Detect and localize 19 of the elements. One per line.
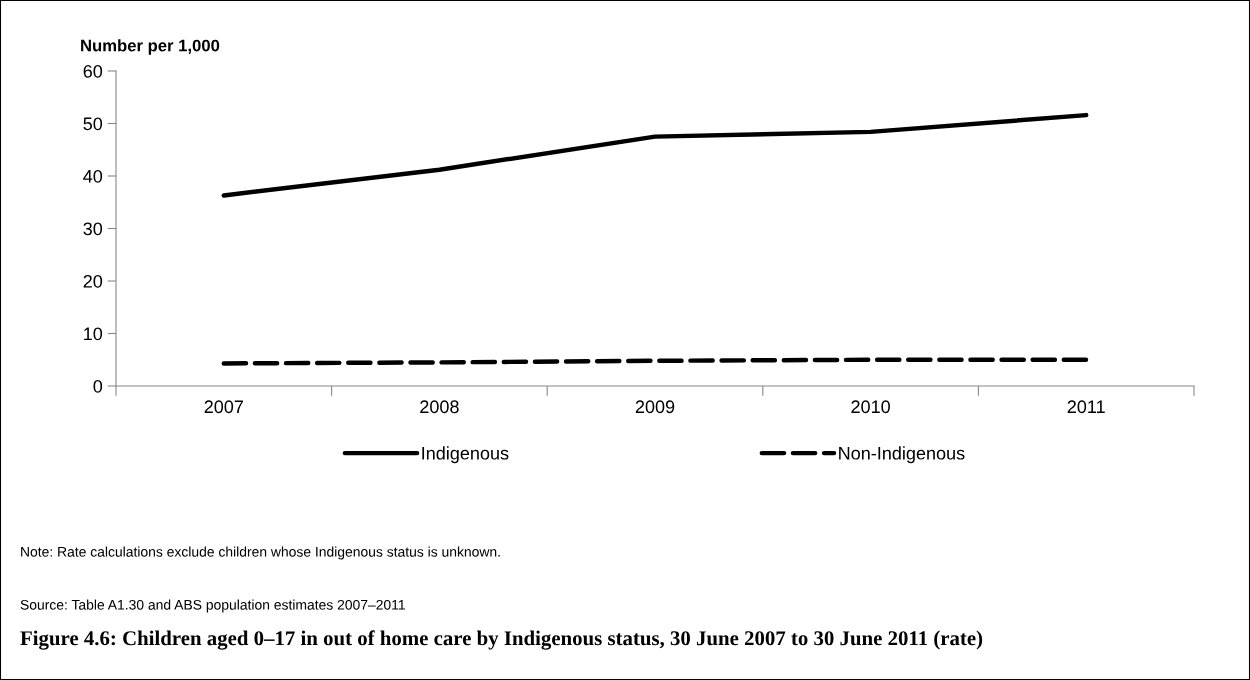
x-tick-label: 2008 <box>420 400 459 414</box>
y-tick-label: 50 <box>83 117 103 131</box>
legend-label: Indigenous <box>422 446 509 464</box>
y-tick-label: 30 <box>83 222 103 236</box>
source-note: Source: Table A1.30 and ABS population estimates 2007–2011 <box>20 599 405 613</box>
legend-label: Non-Indigenous <box>839 446 965 464</box>
y-tick-label: 0 <box>93 379 103 393</box>
y-tick-label: 20 <box>83 274 103 288</box>
x-tick-label: 2007 <box>204 400 243 414</box>
line-series <box>221 112 1089 198</box>
y-tick-label: 60 <box>83 64 103 78</box>
x-tick-label: 2010 <box>851 400 890 414</box>
text: Figure 4.6: Children aged 0–17 in out of home care by Indigenous status, 30 June 2007 to 30 June 2011 (rate) <box>20 630 983 650</box>
y-tick-label: 10 <box>84 327 103 341</box>
x-tick-label: 2009 <box>635 400 675 414</box>
y-tick-label: 40 <box>83 169 103 183</box>
y-axis-title: Number per 1,000 <box>81 39 220 55</box>
text: Note: Rate calculations exclude children whose Indigenous status is unknown. <box>21 546 500 560</box>
x-tick-label: 2011 <box>1067 400 1105 414</box>
